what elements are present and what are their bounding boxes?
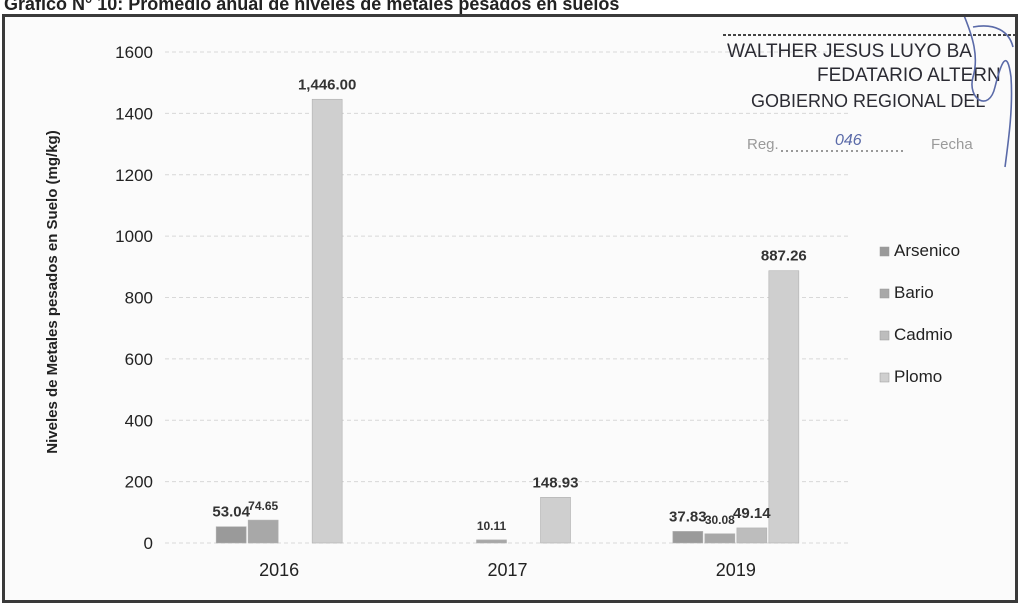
stamp-line-2: FEDATARIO ALTERN (817, 65, 1001, 86)
chart-caption: Gráfico N° 10: Promedio anual de niveles… (4, 0, 620, 14)
x-tick-label: 2016 (259, 560, 299, 580)
y-tick-label: 400 (125, 411, 153, 430)
y-axis-ticks: 0 200 400 600 800 1000 1200 1400 1600 (115, 43, 153, 553)
y-axis-title: Niveles de Metales pesados en Suelo (mg/… (44, 130, 61, 453)
stamp-reg-value: 046 (835, 132, 862, 149)
bar (476, 539, 507, 544)
data-label: 74.65 (248, 499, 278, 513)
stamp-line-1: WALTHER JESUS LUYO BA (727, 41, 972, 62)
bar (215, 526, 247, 544)
bar (311, 98, 343, 544)
y-tick-label: 800 (125, 289, 153, 308)
legend-swatch (879, 372, 890, 383)
y-tick-label: 600 (125, 350, 153, 369)
bar (672, 531, 704, 544)
bar (247, 519, 279, 544)
stamp-fecha-label: Fecha (931, 136, 973, 153)
legend-swatch (879, 288, 890, 299)
bar (704, 533, 736, 544)
y-tick-label: 200 (125, 473, 153, 492)
y-tick-label: 0 (144, 534, 153, 553)
data-label: 37.83 (669, 508, 707, 525)
stamp-line-3: GOBIERNO REGIONAL DEL (751, 91, 985, 111)
data-label: 30.08 (705, 513, 735, 527)
legend-swatch (879, 330, 890, 341)
data-label: 49.14 (733, 505, 771, 522)
bar (768, 270, 800, 544)
x-axis-ticks: 2016 2017 2019 (259, 560, 756, 580)
chart-frame: 0 200 400 600 800 1000 1200 1400 1600 53.04 74.65… (2, 14, 1018, 603)
legend: Arsenico Bario Cadmio Plomo (879, 241, 960, 386)
grid-lines (165, 51, 850, 544)
y-tick-label: 1200 (115, 166, 153, 185)
stamp-reg-label: Reg. (747, 136, 779, 153)
legend-label: Plomo (894, 367, 942, 386)
y-tick-label: 1400 (115, 104, 153, 123)
chart-svg: 0 200 400 600 800 1000 1200 1400 1600 53.0474.65… (44, 17, 1015, 580)
data-label: 1,446.00 (298, 76, 356, 93)
legend-label: Bario (894, 283, 934, 302)
bars (215, 98, 800, 544)
x-tick-label: 2017 (487, 560, 527, 580)
data-label: 10.11 (477, 519, 507, 533)
bar (736, 527, 768, 544)
notary-stamp: WALTHER JESUS LUYO BA FEDATARIO ALTERN G… (723, 17, 1015, 168)
data-label: 53.04 (212, 504, 250, 521)
bar (540, 496, 571, 544)
data-label: 887.26 (761, 248, 807, 265)
x-tick-label: 2019 (716, 560, 756, 580)
data-label: 148.93 (533, 474, 579, 491)
y-tick-label: 1000 (115, 227, 153, 246)
legend-swatch (879, 246, 890, 257)
y-tick-label: 1600 (115, 43, 153, 62)
legend-label: Arsenico (894, 241, 960, 260)
signature-scribble (963, 17, 1014, 168)
legend-label: Cadmio (894, 325, 953, 344)
